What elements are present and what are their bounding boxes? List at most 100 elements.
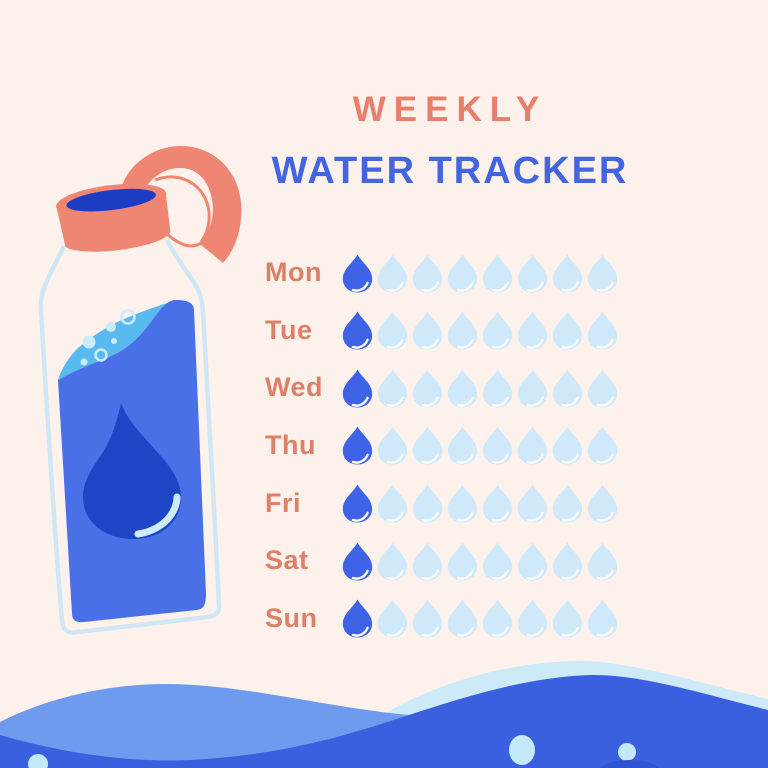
water-drop-icon-empty bbox=[446, 598, 479, 639]
bubble bbox=[111, 338, 117, 344]
water-drop-icon-empty bbox=[551, 541, 584, 582]
bubble bbox=[106, 322, 116, 332]
drop-row bbox=[341, 425, 619, 466]
water-drop-icon-empty bbox=[446, 483, 479, 524]
wave-front bbox=[0, 674, 768, 768]
wave-dark-blob bbox=[601, 760, 659, 768]
tracker-grid: Mon Tue Wed Thu Fri Sat Sun bbox=[265, 244, 619, 647]
drop-row bbox=[341, 310, 619, 351]
water-drop-icon-empty bbox=[586, 598, 619, 639]
water-drop-icon-empty bbox=[551, 368, 584, 409]
bubble bbox=[80, 358, 88, 366]
water-drop-icon-empty bbox=[446, 368, 479, 409]
dark-water-drop bbox=[83, 403, 181, 539]
water-drop-icon-filled bbox=[341, 598, 374, 639]
bubble bbox=[82, 335, 96, 349]
day-label-fri: Fri bbox=[265, 487, 302, 518]
water-drop-icon-empty bbox=[446, 310, 479, 351]
bottle-cap bbox=[56, 183, 171, 252]
water-drop-icon-empty bbox=[481, 253, 514, 294]
water-drop-icon-empty bbox=[516, 310, 549, 351]
loop-strap-fold-line bbox=[154, 175, 211, 243]
water-drop-icon-empty bbox=[551, 425, 584, 466]
water-drop-icon-empty bbox=[481, 368, 514, 409]
poster-title-weekly: WEEKLY bbox=[352, 90, 548, 129]
water-drop-icon-empty bbox=[586, 483, 619, 524]
bottle-mouth bbox=[66, 188, 156, 212]
bottle-cap-loop bbox=[120, 146, 242, 263]
water-drop-icon-empty bbox=[376, 310, 409, 351]
water-drop-icon-empty bbox=[481, 483, 514, 524]
wave-bubble bbox=[618, 743, 636, 761]
water-drop-icon-filled bbox=[341, 368, 374, 409]
water-drop-icon-empty bbox=[411, 598, 444, 639]
water-drop-icon-empty bbox=[586, 310, 619, 351]
water-drop-icon-empty bbox=[516, 425, 549, 466]
water-drop-icon-empty bbox=[516, 483, 549, 524]
wave-bubble bbox=[509, 735, 535, 765]
water-drop-icon-empty bbox=[411, 368, 444, 409]
drop-row bbox=[341, 541, 619, 582]
water-drop-icon-empty bbox=[411, 253, 444, 294]
water-drop-icon-empty bbox=[516, 598, 549, 639]
water-drop-icon-empty bbox=[551, 483, 584, 524]
water-drop-icon-filled bbox=[341, 483, 374, 524]
water-drop-icon-empty bbox=[516, 368, 549, 409]
water-drop-icon-empty bbox=[376, 253, 409, 294]
water-drop-icon-empty bbox=[376, 541, 409, 582]
water-drop-icon-filled bbox=[341, 253, 374, 294]
drop-highlight bbox=[134, 493, 181, 538]
drop-row bbox=[341, 253, 619, 294]
wave-bubble bbox=[28, 754, 48, 768]
water-drop-icon-empty bbox=[586, 541, 619, 582]
day-label-thu: Thu bbox=[265, 430, 316, 461]
poster-title-water-tracker: WATER TRACKER bbox=[271, 150, 629, 192]
water-drop-icon-empty bbox=[516, 253, 549, 294]
drop-row bbox=[341, 483, 619, 524]
water-drop-icon-empty bbox=[446, 541, 479, 582]
day-label-tue: Tue bbox=[265, 314, 313, 345]
tracker-row-mon: Mon bbox=[265, 244, 619, 302]
day-label-mon: Mon bbox=[265, 257, 322, 288]
bubble bbox=[120, 309, 136, 325]
water-drop-icon-empty bbox=[551, 310, 584, 351]
wave-footer-illustration bbox=[0, 661, 768, 768]
water-drop-icon-filled bbox=[341, 425, 374, 466]
water-drop-icon-empty bbox=[481, 310, 514, 351]
water-drop-icon-empty bbox=[376, 425, 409, 466]
water-drop-icon-empty bbox=[586, 253, 619, 294]
drop-row bbox=[341, 368, 619, 409]
water-drop-icon-empty bbox=[481, 541, 514, 582]
drop-row bbox=[341, 598, 619, 639]
tracker-row-thu: Thu bbox=[265, 417, 619, 475]
tracker-row-wed: Wed bbox=[265, 359, 619, 417]
water-drop-icon-empty bbox=[551, 598, 584, 639]
bubble bbox=[94, 348, 108, 362]
water-drop-icon-empty bbox=[446, 425, 479, 466]
water-drop-icon-empty bbox=[516, 541, 549, 582]
water-drop-icon-empty bbox=[446, 253, 479, 294]
tracker-row-sun: Sun bbox=[265, 590, 619, 648]
water-surface-wave bbox=[58, 300, 176, 380]
tracker-row-tue: Tue bbox=[265, 302, 619, 360]
tracker-row-fri: Fri bbox=[265, 474, 619, 532]
water-drop-icon-empty bbox=[376, 598, 409, 639]
day-label-sun: Sun bbox=[265, 602, 318, 633]
tracker-row-sat: Sat bbox=[265, 532, 619, 590]
day-label-wed: Wed bbox=[265, 372, 324, 403]
water-drop-icon-empty bbox=[411, 541, 444, 582]
water-drop-icon-filled bbox=[341, 541, 374, 582]
water-drop-icon-filled bbox=[341, 310, 374, 351]
poster-titles: WEEKLY WATER TRACKER bbox=[235, 90, 665, 193]
water-drop-icon-empty bbox=[376, 368, 409, 409]
water-drop-icon-empty bbox=[586, 425, 619, 466]
water-drop-icon-empty bbox=[411, 310, 444, 351]
water-drop-icon-empty bbox=[551, 253, 584, 294]
water-drop-icon-empty bbox=[376, 483, 409, 524]
water-drop-icon-empty bbox=[411, 425, 444, 466]
water-drop-icon-empty bbox=[586, 368, 619, 409]
day-label-sat: Sat bbox=[265, 545, 309, 576]
water-drop-icon-empty bbox=[481, 425, 514, 466]
water-bottle-illustration bbox=[38, 146, 242, 635]
